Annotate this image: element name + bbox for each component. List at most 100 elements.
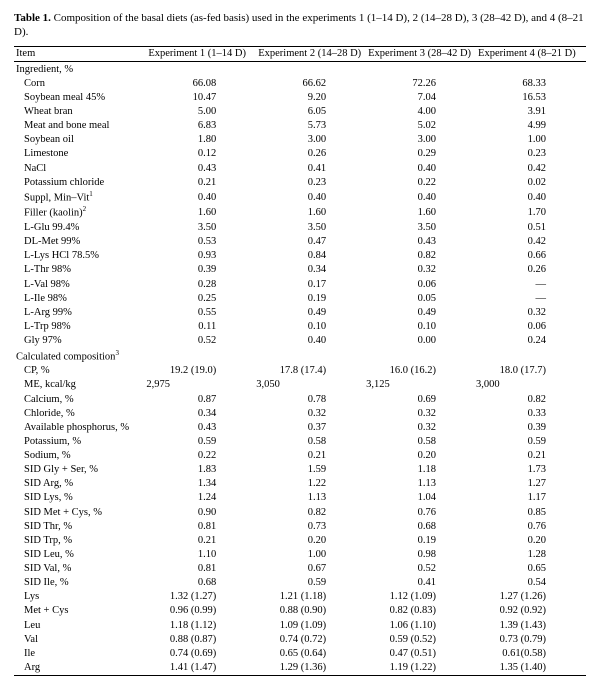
cell-value: 0.32 (256, 406, 366, 420)
cell-value: 0.52 (146, 334, 256, 348)
row-label: Soybean meal 45% (14, 90, 146, 104)
row-label: SID Gly + Ser, % (14, 463, 146, 477)
cell-value: 0.58 (366, 434, 476, 448)
cell-value: 0.40 (256, 334, 366, 348)
cell-value: 16.53 (476, 90, 586, 104)
cell-value: 0.73 (256, 519, 366, 533)
row-label: DL-Met 99% (14, 235, 146, 249)
row-label: Val (14, 632, 146, 646)
cell-value: 0.00 (366, 334, 476, 348)
table-row: SID Lys, %1.241.131.041.17 (14, 491, 586, 505)
cell-value: 3.50 (366, 221, 476, 235)
cell-value: 0.12 (146, 147, 256, 161)
cell-value: 0.49 (366, 305, 476, 319)
cell-value: 68.33 (476, 76, 586, 90)
table-row: Calcium, %0.870.780.690.82 (14, 392, 586, 406)
cell-value: 0.47 (256, 235, 366, 249)
cell-value: 5.73 (256, 119, 366, 133)
row-label: CP, % (14, 364, 146, 378)
cell-value: 0.43 (366, 235, 476, 249)
cell-value: 0.21 (476, 449, 586, 463)
row-label: SID Arg, % (14, 477, 146, 491)
cell-value: 0.41 (256, 161, 366, 175)
cell-value: 0.32 (366, 263, 476, 277)
section-label: Calculated composition3 (14, 348, 586, 364)
row-label: Lys (14, 590, 146, 604)
table-row: ME, kcal/kg2,9753,0503,1253,000 (14, 378, 586, 392)
table-row: L-Arg 99%0.550.490.490.32 (14, 305, 586, 319)
cell-value: 0.11 (146, 319, 256, 333)
row-label: Meat and bone meal (14, 119, 146, 133)
row-label: Arg (14, 660, 146, 675)
cell-value: 0.20 (366, 449, 476, 463)
table-row: Sodium, %0.220.210.200.21 (14, 449, 586, 463)
row-label: SID Thr, % (14, 519, 146, 533)
cell-value: 1.27 (1.26) (476, 590, 586, 604)
cell-value: 1.22 (256, 477, 366, 491)
cell-value: 0.06 (366, 277, 476, 291)
cell-value: 3.00 (366, 133, 476, 147)
row-label: SID Leu, % (14, 547, 146, 561)
composition-table: Item Experiment 1 (1–14 D) Experiment 2 … (14, 46, 586, 676)
cell-value: 0.52 (366, 562, 476, 576)
cell-value: 0.34 (146, 406, 256, 420)
row-label: Met + Cys (14, 604, 146, 618)
cell-value: 1.09 (1.09) (256, 618, 366, 632)
cell-value: 1.27 (476, 477, 586, 491)
cell-value: 0.81 (146, 519, 256, 533)
caption-prefix: Table 1. (14, 12, 51, 24)
cell-value: 1.41 (1.47) (146, 660, 256, 675)
table-row: Ile0.74 (0.69)0.65 (0.64)0.47 (0.51)0.61… (14, 646, 586, 660)
col-e4: Experiment 4 (8–21 D) (476, 46, 586, 61)
cell-value: 0.42 (476, 235, 586, 249)
cell-value: 19.2 (19.0) (146, 364, 256, 378)
table-row: SID Trp, %0.210.200.190.20 (14, 533, 586, 547)
table-body: Ingredient, %Corn66.0866.6272.2668.33Soy… (14, 61, 586, 675)
section-row: Ingredient, % (14, 61, 586, 76)
cell-value: 1.10 (146, 547, 256, 561)
cell-value: 1.17 (476, 491, 586, 505)
cell-value: 1.73 (476, 463, 586, 477)
caption-text: Composition of the basal diets (as-fed b… (14, 12, 584, 38)
cell-value: 0.20 (256, 533, 366, 547)
cell-value: 1.60 (256, 205, 366, 221)
cell-value: 0.32 (476, 305, 586, 319)
table-row: NaCl0.430.410.400.42 (14, 161, 586, 175)
table-row: SID Gly + Ser, %1.831.591.181.73 (14, 463, 586, 477)
row-label: SID Val, % (14, 562, 146, 576)
row-label: L-Arg 99% (14, 305, 146, 319)
cell-value: 0.40 (366, 189, 476, 205)
table-row: Limestone0.120.260.290.23 (14, 147, 586, 161)
table-row: L-Lys HCl 78.5%0.930.840.820.66 (14, 249, 586, 263)
cell-value: 2,975 (146, 378, 256, 392)
col-e1: Experiment 1 (1–14 D) (146, 46, 256, 61)
cell-value: 0.88 (0.90) (256, 604, 366, 618)
col-e3: Experiment 3 (28–42 D) (366, 46, 476, 61)
cell-value: 9.20 (256, 90, 366, 104)
cell-value: 0.28 (146, 277, 256, 291)
row-label: L-Glu 99.4% (14, 221, 146, 235)
cell-value: 1.34 (146, 477, 256, 491)
table-row: SID Val, %0.810.670.520.65 (14, 562, 586, 576)
row-label: SID Trp, % (14, 533, 146, 547)
cell-value: 3.50 (256, 221, 366, 235)
cell-value: 4.00 (366, 105, 476, 119)
cell-value: 0.37 (256, 420, 366, 434)
cell-value: 0.58 (256, 434, 366, 448)
cell-value: 0.40 (146, 189, 256, 205)
cell-value: 0.17 (256, 277, 366, 291)
table-row: Potassium, %0.590.580.580.59 (14, 434, 586, 448)
table-row: Filler (kaolin)21.601.601.601.70 (14, 205, 586, 221)
row-label: L-Ile 98% (14, 291, 146, 305)
cell-value: 0.23 (256, 175, 366, 189)
row-label: Chloride, % (14, 406, 146, 420)
cell-value: 4.99 (476, 119, 586, 133)
cell-value: 0.66 (476, 249, 586, 263)
row-label: Calcium, % (14, 392, 146, 406)
table-row: Wheat bran5.006.054.003.91 (14, 105, 586, 119)
cell-value: 0.65 (0.64) (256, 646, 366, 660)
cell-value: 1.06 (1.10) (366, 618, 476, 632)
cell-value: 1.18 (366, 463, 476, 477)
cell-value: 1.60 (146, 205, 256, 221)
cell-value: 0.10 (256, 319, 366, 333)
